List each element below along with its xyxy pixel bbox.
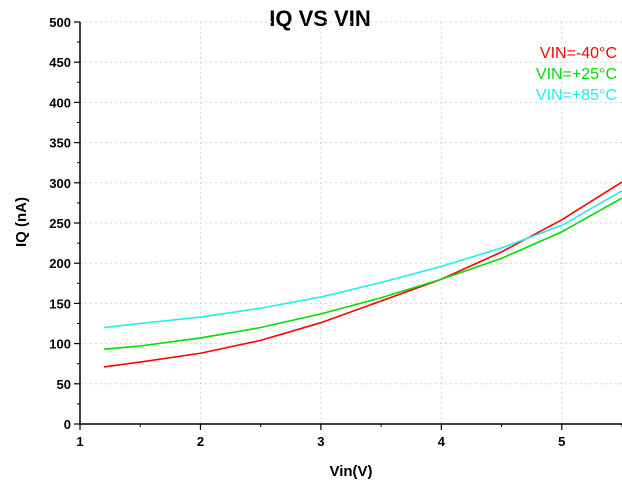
- ticks: 0 50 100 150 200 250 300 350 400 450 500 1 2 3 4 5: [49, 15, 622, 449]
- x-tick-label: 5: [558, 434, 565, 449]
- legend-entry-1: VIN=+25°C: [536, 66, 617, 83]
- y-tick-label: 300: [49, 176, 71, 191]
- legend-entry-0: VIN=-40°C: [540, 45, 617, 62]
- x-tick-label: 4: [438, 434, 446, 449]
- x-axis-label: Vin(V): [329, 463, 372, 480]
- x-tick-label: 3: [317, 434, 324, 449]
- y-tick-label: 0: [64, 417, 71, 432]
- y-tick-label: 500: [49, 15, 71, 30]
- y-tick-label: 200: [49, 256, 71, 271]
- legend: VIN=-40°C VIN=+25°C VIN=+85°C: [536, 45, 617, 104]
- y-tick-label: 50: [57, 377, 71, 392]
- series-line-2: [104, 190, 622, 329]
- series-line-0: [103, 181, 622, 368]
- y-tick-label: 250: [49, 216, 71, 231]
- grid: [80, 21, 622, 424]
- legend-entry-2: VIN=+85°C: [536, 87, 617, 104]
- y-tick-label: 150: [49, 296, 71, 311]
- y-tick-label: 350: [49, 136, 71, 151]
- chart-title: IQ VS VIN: [269, 6, 370, 31]
- series-line-1: [104, 197, 622, 351]
- y-tick-label: 100: [49, 337, 71, 352]
- y-axis-label: IQ (nA): [13, 197, 30, 247]
- series-lines: [103, 181, 622, 368]
- y-tick-label: 400: [49, 95, 71, 110]
- x-tick-label: 1: [76, 434, 83, 449]
- x-tick-label: 2: [197, 434, 204, 449]
- y-tick-label: 450: [49, 55, 71, 70]
